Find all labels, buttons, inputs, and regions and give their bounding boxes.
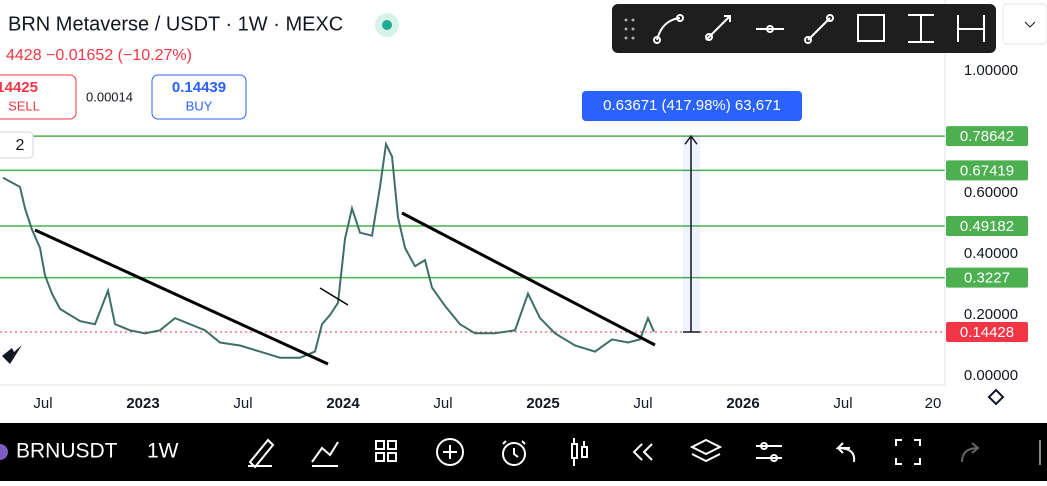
measure-label: 0.63671 (417.98%) 63,671 [603, 97, 781, 114]
level-label-box [946, 160, 1028, 181]
level-label: 0.78642 [960, 128, 1014, 145]
y-tick-label: 0.00000 [964, 367, 1018, 384]
level-label-box [946, 126, 1028, 147]
drawing-toolbar [612, 4, 996, 53]
y-tick-label: 0.20000 [964, 306, 1018, 323]
x-tick-label: Jul [233, 395, 252, 412]
price-label: 0.14428 [960, 324, 1014, 341]
overlay: 0.63671 (417.98%) 63,671 [582, 91, 802, 333]
level-label-box [946, 215, 1028, 236]
x-tick-label: 2025 [526, 395, 559, 412]
sell-button[interactable] [0, 74, 77, 120]
price-change: 4428 −0.01652 (−10.27%) [6, 47, 192, 64]
settings-icon[interactable] [987, 388, 1005, 406]
y-tick-label: 0.60000 [964, 184, 1018, 201]
x-tick-label: 20 [925, 395, 942, 412]
buy-label: BUY [186, 98, 213, 113]
bottom-icons[interactable] [248, 438, 1041, 469]
buy-button[interactable] [151, 74, 247, 120]
price-label-box [946, 321, 1028, 342]
measure-arrowhead [684, 134, 698, 145]
sell-label: SELL [8, 98, 40, 113]
x-tick-label: 2024 [326, 395, 360, 412]
x-tick-label: Jul [633, 395, 652, 412]
symbol[interactable]: BRNUSDT [16, 440, 118, 463]
spread: 0.00014 [86, 89, 133, 104]
trend-line[interactable] [319, 287, 349, 306]
level-label-box [946, 267, 1028, 288]
x-tick-label: 2023 [126, 395, 159, 412]
interval[interactable]: 1W [147, 440, 179, 463]
symbol-title: BRN Metaverse / USDT · 1W · MEXC [8, 13, 343, 35]
plot [0, 135, 945, 359]
dropdown[interactable] [1002, 3, 1047, 45]
x-tick-label: Jul [33, 395, 52, 412]
level-label: 0.67419 [960, 162, 1014, 179]
y-tick-label: 0.40000 [964, 245, 1018, 262]
chevron [1024, 21, 1036, 28]
measure-label-box [582, 91, 802, 121]
trend-line[interactable] [34, 228, 329, 366]
trend-line[interactable] [401, 211, 656, 347]
logo [2, 345, 22, 364]
symbol-icon [0, 444, 8, 460]
level-label: 0.3227 [964, 270, 1010, 287]
price-line-series [2, 140, 655, 359]
sell-price: 0.14425 [0, 79, 38, 96]
x-tick-label: Jul [433, 395, 452, 412]
x-tick-label: 2026 [726, 395, 759, 412]
level-label: 0.49182 [960, 218, 1014, 235]
y-tick-label: 1.00000 [964, 62, 1018, 79]
toolbar-icons [624, 14, 985, 44]
layer-count: 2 [16, 137, 25, 154]
buy-price: 0.14439 [172, 79, 226, 96]
x-tick-label: Jul [833, 395, 852, 412]
bottom-toolbar [0, 423, 1047, 481]
layer-badge[interactable] [0, 131, 34, 159]
status-dot [382, 20, 392, 30]
